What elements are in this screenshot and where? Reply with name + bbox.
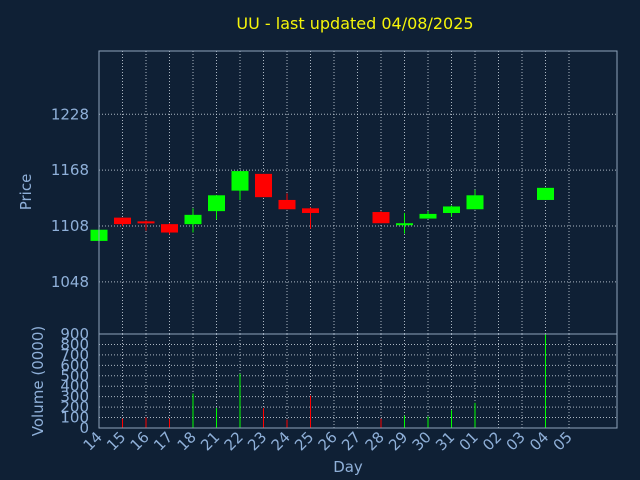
day-tick-label: 26 [315, 428, 341, 454]
candle-body [396, 223, 413, 226]
day-tick-label: 02 [479, 428, 505, 454]
candle-body [231, 171, 249, 191]
volume-tick-label: 800 [60, 335, 89, 353]
day-tick-label: 28 [362, 428, 388, 454]
price-tick-label: 1228 [51, 105, 89, 123]
day-tick-label: 29 [385, 428, 411, 454]
volume-panel-frame [98, 333, 618, 429]
day-axis-label: Day [333, 458, 363, 476]
volume-panel: 0100200300400500600700800900141516171821… [60, 325, 618, 454]
volume-tick-label: 500 [60, 367, 89, 385]
candle-body [466, 195, 484, 210]
price-tick-label: 1108 [51, 217, 89, 235]
price-tick-label: 1168 [51, 161, 89, 179]
price-tick-label: 1048 [51, 273, 89, 291]
volume-tick-label: 600 [60, 356, 89, 374]
day-tick-label: 21 [197, 428, 223, 454]
candle-body [372, 212, 390, 224]
candle-body [278, 199, 296, 210]
day-tick-label: 22 [221, 428, 247, 454]
candle-body [161, 224, 178, 233]
day-tick-label: 25 [291, 428, 317, 454]
day-tick-label: 05 [550, 428, 576, 454]
day-tick-label: 01 [456, 428, 482, 454]
candle-body [537, 187, 554, 200]
volume-tick-label: 300 [60, 388, 89, 406]
day-tick-label: 15 [103, 428, 129, 454]
candle-body [419, 213, 437, 219]
day-tick-label: 17 [150, 428, 176, 454]
day-tick-label: 18 [174, 428, 200, 454]
candle-body [137, 221, 155, 224]
day-tick-label: 24 [268, 428, 294, 454]
day-tick-label: 27 [338, 428, 364, 454]
volume-axis-label: Volume (0000) [29, 326, 47, 436]
volume-tick-label: 400 [60, 377, 89, 395]
day-tick-label: 30 [409, 428, 435, 454]
volume-tick-label: 0 [79, 419, 89, 437]
volume-tick-label: 100 [60, 409, 89, 427]
day-tick-label: 16 [127, 428, 153, 454]
price-panel: 1048 1108 1168 1228 [51, 50, 618, 335]
day-tick-label: 03 [503, 428, 529, 454]
candle-body [184, 214, 202, 225]
volume-tick-label: 200 [60, 398, 89, 416]
candle-body [443, 206, 460, 213]
volume-tick-label: 900 [60, 325, 89, 343]
day-tick-label: 23 [244, 428, 270, 454]
day-tick-label: 04 [526, 428, 552, 454]
day-tick-label: 31 [432, 428, 458, 454]
volume-tick-label: 700 [60, 346, 89, 364]
price-axis-label: Price [17, 174, 35, 211]
candle-body [302, 208, 319, 213]
candle-body [255, 173, 272, 198]
candle-body [208, 195, 225, 212]
chart-title: UU - last updated 04/08/2025 [236, 14, 473, 33]
candle-body [114, 217, 131, 225]
